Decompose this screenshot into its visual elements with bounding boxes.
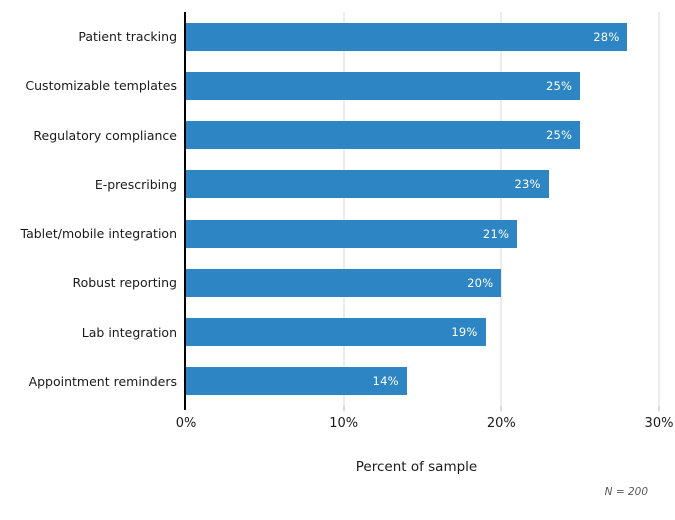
bar: 25% bbox=[186, 121, 581, 150]
bar-row: 25% bbox=[186, 61, 659, 110]
x-tick-label: 30% bbox=[644, 416, 674, 431]
x-tick-mark bbox=[343, 406, 345, 411]
bar-value-label: 25% bbox=[545, 128, 573, 143]
plot-area: 28% 25% 25% 23% 21% 20% 19% 14% bbox=[186, 12, 660, 406]
bar: 23% bbox=[186, 170, 549, 199]
bar: 25% bbox=[186, 71, 581, 100]
bar-value-label: 28% bbox=[593, 29, 620, 44]
x-tick-label: 10% bbox=[329, 416, 359, 431]
bar: 19% bbox=[186, 318, 486, 347]
bar-row: 21% bbox=[186, 209, 659, 258]
bar: 20% bbox=[186, 268, 502, 297]
y-axis-category-labels: Patient tracking Customizable templates Re… bbox=[0, 12, 177, 406]
bar: 21% bbox=[186, 219, 518, 248]
x-tick-mark bbox=[500, 406, 502, 411]
category-label: Appointment reminders bbox=[28, 373, 177, 389]
x-tick-mark bbox=[658, 406, 660, 411]
category-label: Customizable templates bbox=[25, 78, 177, 94]
bar-value-label: 14% bbox=[372, 374, 399, 389]
bar-row: 20% bbox=[186, 258, 659, 307]
category-label: Regulatory compliance bbox=[33, 127, 177, 143]
gridline bbox=[500, 12, 502, 406]
bar-value-label: 20% bbox=[467, 275, 494, 290]
bar-row: 28% bbox=[186, 12, 659, 61]
sample-size-note: N = 200 bbox=[604, 486, 648, 498]
gridline bbox=[658, 12, 660, 406]
bar-value-label: 19% bbox=[451, 325, 478, 340]
bar-value-label: 21% bbox=[482, 226, 510, 241]
category-label: E-prescribing bbox=[94, 176, 177, 192]
bar-row: 14% bbox=[186, 357, 659, 406]
bar-row: 25% bbox=[186, 111, 659, 160]
bar-value-label: 23% bbox=[514, 177, 541, 192]
category-label: Patient tracking bbox=[78, 29, 177, 45]
bar-rows: 28% 25% 25% 23% 21% 20% 19% 14% bbox=[186, 12, 659, 406]
gridline bbox=[343, 12, 345, 406]
x-tick-label: 20% bbox=[486, 416, 516, 431]
x-axis-tick-labels: 0% 10% 20% 30% bbox=[176, 416, 674, 432]
category-label: Tablet/mobile integration bbox=[20, 226, 177, 242]
x-tick-label: 0% bbox=[175, 416, 197, 431]
x-axis-title: Percent of sample bbox=[355, 459, 478, 475]
x-axis-tick-marks bbox=[186, 406, 660, 411]
bar-value-label: 25% bbox=[545, 78, 573, 93]
category-label: Robust reporting bbox=[72, 275, 177, 291]
category-label: Lab integration bbox=[81, 324, 177, 340]
bar: 14% bbox=[186, 367, 407, 396]
y-axis-line bbox=[184, 12, 186, 410]
bar-row: 19% bbox=[186, 308, 659, 357]
bar: 28% bbox=[186, 22, 628, 51]
bar-row: 23% bbox=[186, 160, 659, 209]
